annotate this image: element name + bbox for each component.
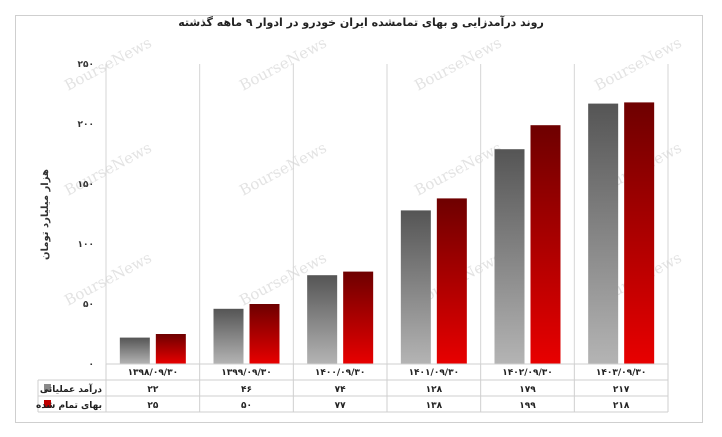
x-tick-label: ۱۳۹۸/۰۹/۳۰ bbox=[128, 368, 179, 378]
data-label: ۱۷۹ bbox=[519, 385, 536, 395]
bar-cost bbox=[343, 271, 374, 364]
legend-label: بهای تمام شده bbox=[36, 401, 102, 411]
data-label: ۲۲ bbox=[147, 385, 158, 395]
bar-cost bbox=[530, 125, 561, 364]
x-tick-label: ۱۴۰۳/۰۹/۳۰ bbox=[596, 368, 647, 378]
y-tick-label: ۱۵۰ bbox=[78, 180, 94, 190]
y-tick-label: ۰ bbox=[89, 360, 95, 370]
y-tick-label: ۵۰ bbox=[83, 300, 94, 310]
bar-cost bbox=[624, 102, 655, 365]
chart-title: روند درآمدزایی و بهای تمامشده ایران خودر… bbox=[178, 16, 544, 29]
data-label: ۴۶ bbox=[241, 385, 252, 395]
x-tick-label: ۱۴۰۲/۰۹/۳۰ bbox=[502, 368, 553, 378]
bar-revenue bbox=[213, 308, 244, 364]
data-label: ۲۱۸ bbox=[613, 401, 630, 411]
data-label: ۷۴ bbox=[335, 385, 346, 395]
data-label: ۵۰ bbox=[241, 401, 252, 411]
data-label: ۱۲۸ bbox=[426, 385, 443, 395]
x-tick-label: ۱۴۰۰/۰۹/۳۰ bbox=[315, 368, 366, 378]
legend-swatch-revenue bbox=[44, 384, 51, 392]
bar-revenue bbox=[400, 210, 431, 364]
y-tick-label: ۲۰۰ bbox=[78, 120, 94, 130]
data-label: ۱۳۸ bbox=[426, 401, 443, 411]
legend-label: درآمد عملیاتی bbox=[40, 383, 103, 395]
bar-revenue bbox=[119, 337, 150, 364]
x-tick-label: ۱۴۰۱/۰۹/۳۰ bbox=[409, 368, 460, 378]
bar-revenue bbox=[307, 275, 338, 364]
data-label: ۱۹۹ bbox=[519, 401, 536, 411]
data-label: ۲۱۷ bbox=[613, 385, 630, 395]
data-label: ۷۷ bbox=[335, 401, 346, 411]
y-tick-label: ۲۵۰ bbox=[78, 60, 94, 70]
y-tick-label: ۱۰۰ bbox=[78, 240, 94, 250]
bar-cost bbox=[436, 198, 467, 364]
bar-cost bbox=[155, 334, 186, 364]
data-label: ۲۵ bbox=[147, 401, 158, 411]
bar-revenue bbox=[494, 149, 525, 364]
bar-cost bbox=[249, 304, 280, 364]
legend-swatch-cost bbox=[44, 400, 51, 408]
bar-revenue bbox=[588, 103, 619, 364]
x-tick-label: ۱۳۹۹/۰۹/۳۰ bbox=[221, 368, 272, 378]
